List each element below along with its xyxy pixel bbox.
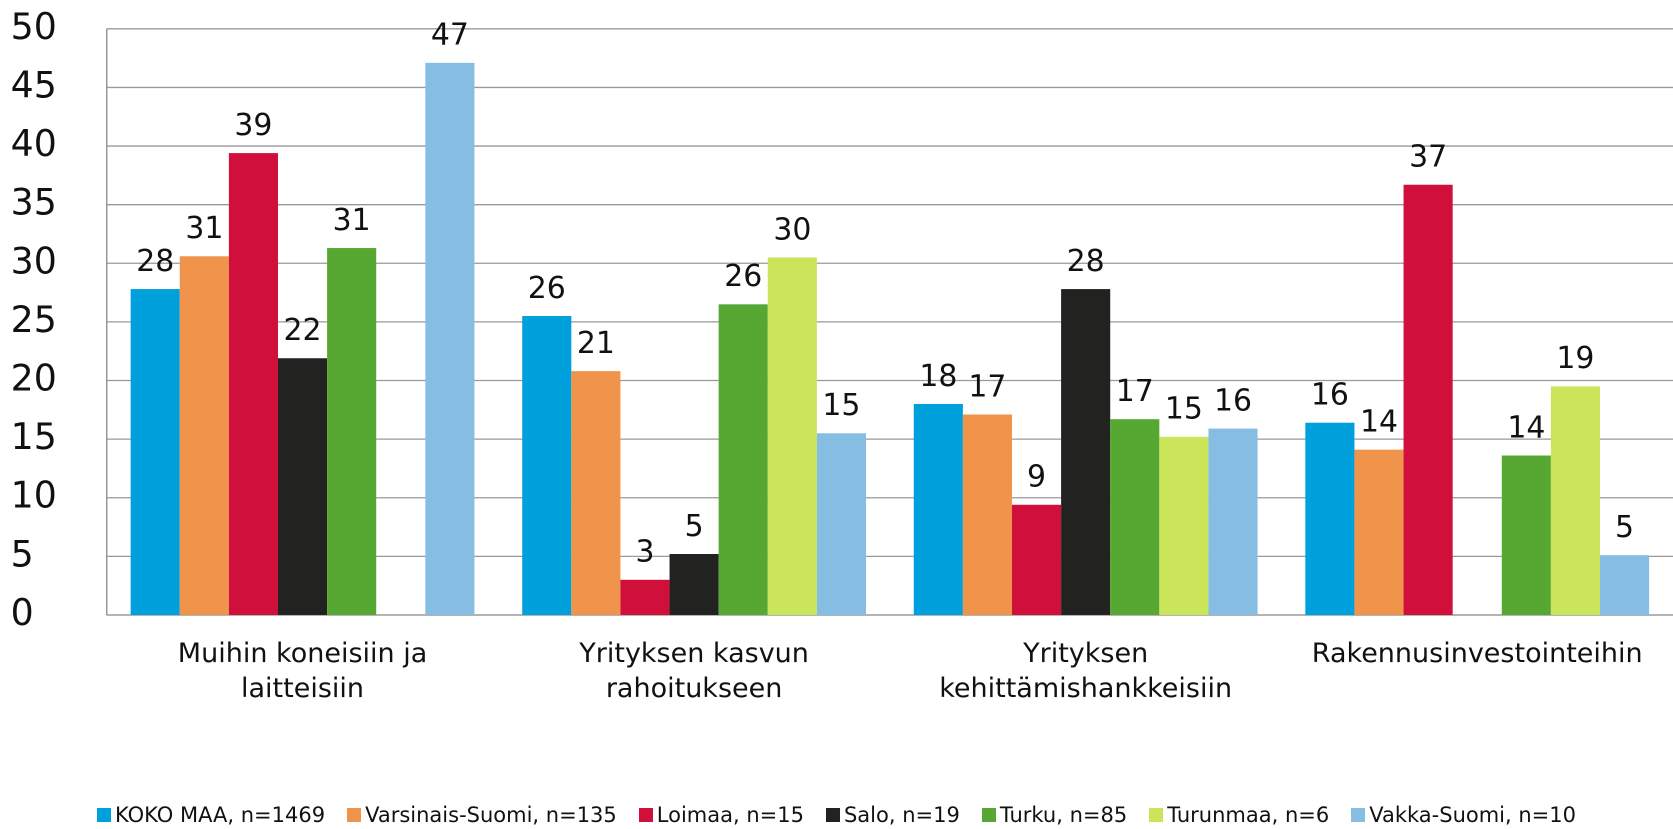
- bar: [1061, 289, 1111, 615]
- bar: [1208, 428, 1258, 615]
- bar: [1305, 422, 1355, 615]
- bar: [277, 358, 328, 615]
- legend-label: Turunmaa, n=6: [1167, 803, 1330, 827]
- data-label: 5: [685, 509, 704, 544]
- bar: [1011, 504, 1062, 615]
- legend-item: Vakka-Suomi, n=10: [1351, 803, 1576, 827]
- legend-label: Vakka-Suomi, n=10: [1369, 803, 1576, 827]
- legend-swatch: [825, 808, 840, 822]
- data-label: 9: [1027, 460, 1046, 495]
- bar: [1550, 386, 1600, 615]
- bar: [327, 248, 377, 615]
- data-label: 28: [1067, 244, 1105, 279]
- legend-item: Loimaa, n=15: [638, 803, 804, 827]
- x-tick-label: Yrityksen kehittämishankkeisiin: [939, 638, 1233, 705]
- data-label: 22: [284, 313, 322, 348]
- data-label: 47: [431, 18, 469, 53]
- bar: [816, 433, 866, 615]
- data-label: 30: [773, 212, 811, 247]
- data-label: 18: [919, 359, 957, 394]
- bar: [913, 403, 963, 615]
- y-tick-label: 50: [11, 5, 57, 48]
- data-label: 17: [968, 369, 1006, 404]
- data-label: 28: [136, 244, 174, 279]
- bar: [1501, 455, 1551, 615]
- data-label: 3: [635, 535, 654, 570]
- data-label: 31: [333, 203, 371, 238]
- bar: [620, 579, 670, 615]
- data-label: 26: [528, 271, 566, 306]
- bar: [130, 289, 180, 615]
- legend-swatch: [1351, 808, 1366, 822]
- data-label: 14: [1507, 410, 1545, 445]
- bar: [962, 414, 1012, 615]
- data-label: 5: [1615, 510, 1634, 545]
- data-label: 21: [577, 326, 615, 361]
- data-label: 15: [822, 388, 860, 423]
- legend-swatch: [981, 808, 996, 822]
- y-tick-label: 25: [11, 298, 57, 341]
- legend-label: KOKO MAA, n=1469: [114, 803, 326, 827]
- legend-item: Varsinais-Suomi, n=135: [347, 803, 617, 827]
- data-label: 26: [724, 259, 762, 294]
- x-tick-label: Muihin koneisiin ja laitteisiin: [177, 638, 428, 705]
- legend-label: Loimaa, n=15: [656, 803, 804, 827]
- x-tick-label: Rakennusinvestointeihin: [1311, 638, 1643, 670]
- data-label: 19: [1556, 341, 1594, 376]
- legend-item: KOKO MAA, n=1469: [96, 803, 326, 827]
- y-tick-label: 45: [11, 63, 57, 106]
- bar: [425, 62, 475, 615]
- legend-item: Turunmaa, n=6: [1149, 803, 1329, 827]
- y-tick-label: 10: [11, 474, 57, 517]
- legend-swatch: [96, 808, 111, 822]
- bar: [1159, 436, 1209, 615]
- data-label: 37: [1409, 140, 1447, 175]
- legend-item: Turku, n=85: [981, 803, 1128, 827]
- bar: [1354, 449, 1404, 615]
- bar: [228, 153, 278, 615]
- x-tick-label: Yrityksen kasvun rahoitukseen: [579, 638, 809, 705]
- legend-swatch: [347, 808, 362, 822]
- bar: [669, 554, 719, 615]
- data-label: 15: [1165, 392, 1203, 427]
- y-tick-label: 20: [11, 357, 57, 400]
- bar: [522, 316, 572, 615]
- data-label: 17: [1116, 374, 1154, 409]
- bar: [767, 257, 817, 615]
- bar: [1599, 555, 1650, 615]
- data-label: 14: [1360, 405, 1398, 440]
- data-label: 39: [234, 108, 272, 143]
- y-tick-label: 5: [11, 532, 34, 575]
- legend-swatch: [1149, 808, 1164, 822]
- legend-label: Turku, n=85: [999, 803, 1128, 827]
- legend: KOKO MAA, n=1469 Varsinais-Suomi, n=135 Lo…: [0, 803, 1673, 827]
- bar: [179, 256, 229, 615]
- y-tick-label: 30: [11, 239, 57, 282]
- data-label: 16: [1311, 378, 1349, 413]
- data-label: 16: [1214, 383, 1252, 418]
- legend-swatch: [638, 808, 653, 822]
- bar: [1110, 419, 1160, 615]
- legend-label: Varsinais-Suomi, n=135: [365, 803, 617, 827]
- bar: [571, 371, 621, 615]
- y-tick-label: 40: [11, 122, 57, 165]
- y-tick-label: 35: [11, 181, 57, 224]
- bar: [718, 304, 768, 615]
- y-tick-label: 15: [11, 415, 57, 458]
- legend-item: Salo, n=19: [825, 803, 960, 827]
- legend-label: Salo, n=19: [843, 803, 960, 827]
- data-label: 31: [185, 211, 223, 246]
- bar: [1403, 184, 1453, 615]
- y-tick-label: 0: [11, 591, 34, 634]
